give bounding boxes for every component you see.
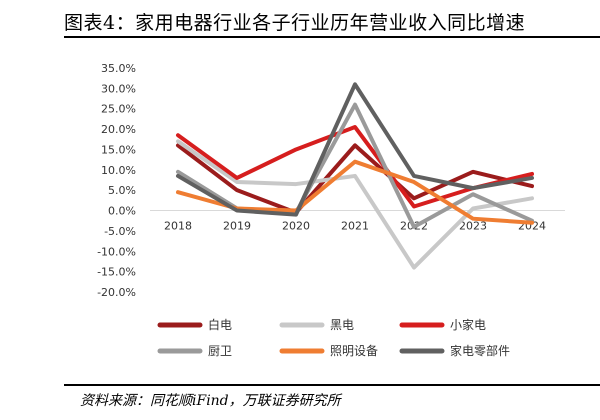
series-line bbox=[176, 159, 534, 225]
y-tick-label: 30.0% bbox=[101, 82, 136, 95]
source-rule bbox=[64, 384, 600, 386]
y-tick-label: 0.0% bbox=[108, 205, 136, 218]
y-tick-label: 15.0% bbox=[101, 143, 136, 156]
title-rule bbox=[64, 36, 600, 38]
chart-title: 图表4：家用电器行业各子行业历年营业收入同比增速 bbox=[64, 12, 526, 34]
y-tick-label: 35.0% bbox=[101, 62, 136, 75]
series-line bbox=[176, 82, 534, 217]
source-note: 资料来源：同花顺iFind，万联证券研究所 bbox=[80, 393, 341, 409]
series-lines bbox=[176, 82, 534, 270]
y-tick-label: -10.0% bbox=[97, 245, 136, 258]
y-tick-label: 10.0% bbox=[101, 164, 136, 177]
legend-label: 厨卫 bbox=[208, 344, 232, 358]
x-tick-label: 2021 bbox=[341, 220, 369, 233]
legend-label: 黑电 bbox=[330, 318, 354, 332]
y-tick-label: 25.0% bbox=[101, 103, 136, 116]
series-line bbox=[176, 143, 534, 215]
y-tick-label: -5.0% bbox=[104, 225, 136, 238]
legend-label: 家电零部件 bbox=[450, 343, 510, 358]
series-line bbox=[176, 125, 534, 209]
legend-label: 白电 bbox=[208, 317, 232, 332]
y-tick-label: -20.0% bbox=[97, 286, 136, 299]
y-tick-label: 5.0% bbox=[108, 184, 136, 197]
x-tick-label: 2018 bbox=[164, 220, 192, 233]
x-tick-label: 2019 bbox=[223, 220, 251, 233]
legend-label: 小家电 bbox=[450, 317, 486, 332]
y-tick-label: 20.0% bbox=[101, 123, 136, 136]
x-tick-label: 2023 bbox=[459, 220, 487, 233]
y-axis-tick-labels: 35.0% 30.0% 25.0% 20.0% 15.0% 10.0% 5.0% 0.0% -5… bbox=[97, 62, 136, 299]
x-tick-label: 2020 bbox=[282, 220, 310, 233]
legend-label: 照明设备 bbox=[330, 344, 378, 358]
y-tick-label: -15.0% bbox=[97, 266, 136, 279]
series-line bbox=[176, 139, 534, 270]
